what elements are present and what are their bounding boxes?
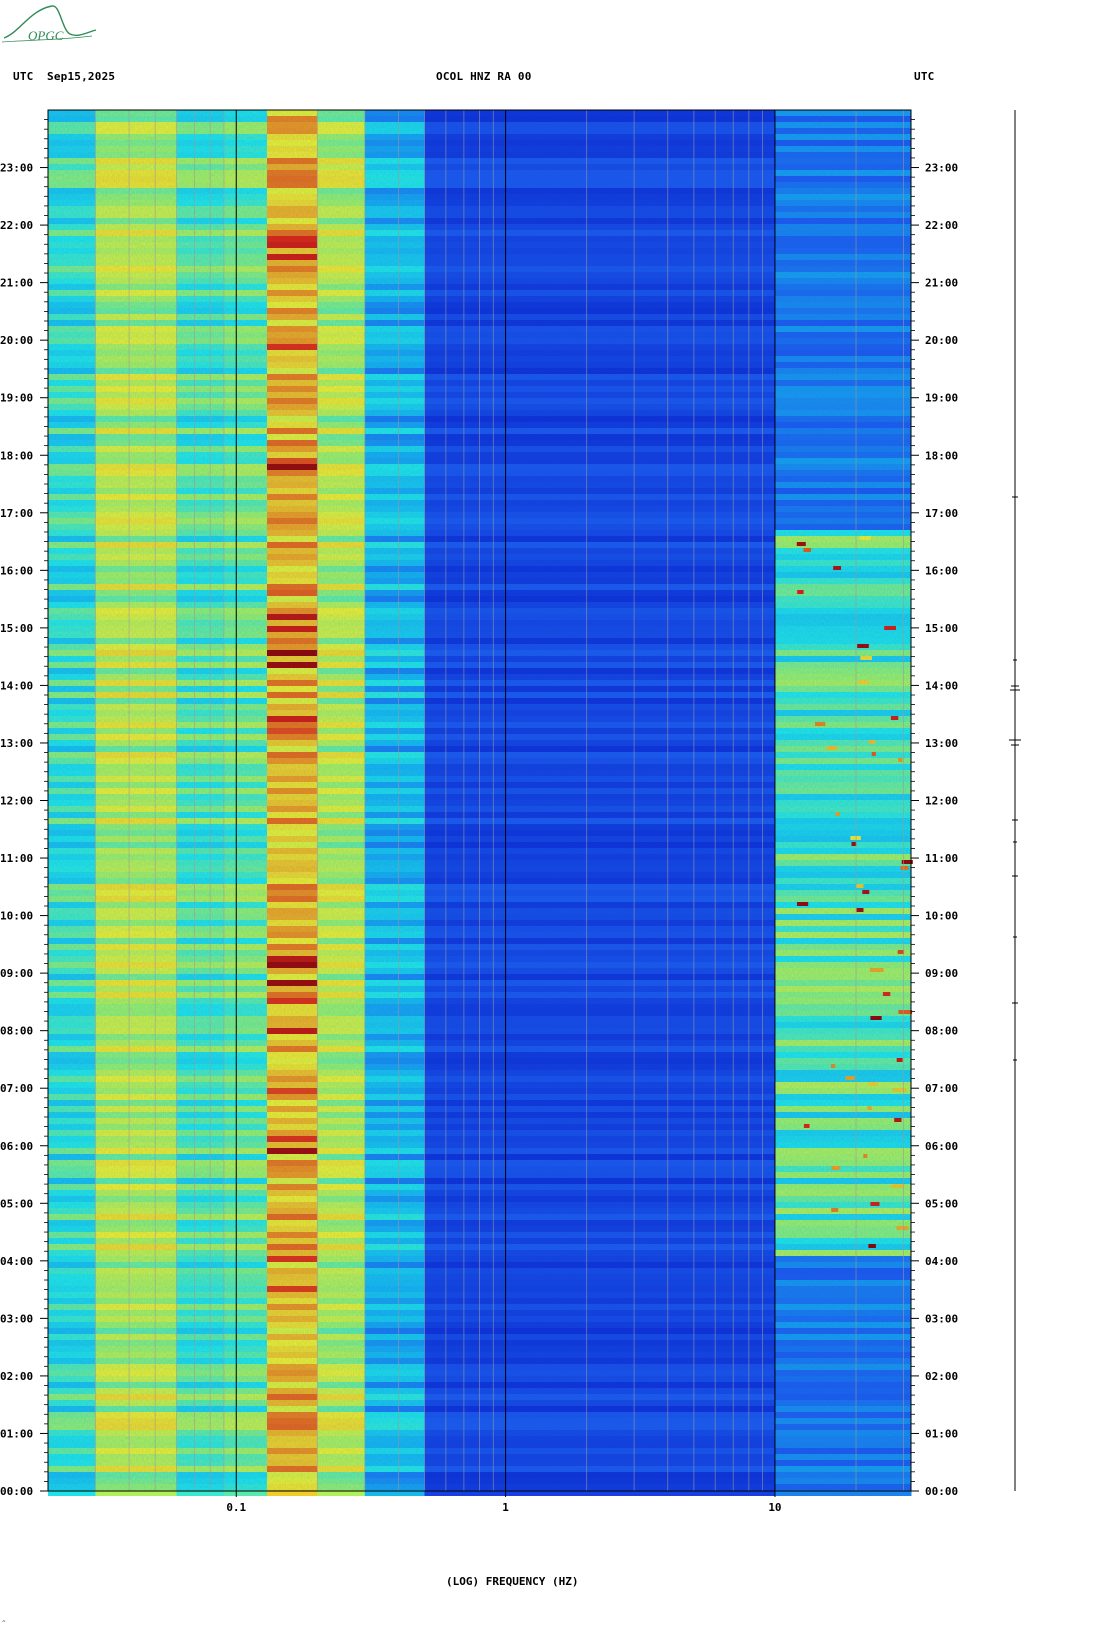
heatmap-cell: [317, 1490, 366, 1496]
y-tick-label-right: 10:00: [925, 910, 958, 923]
y-tick-label-left: 04:00: [0, 1255, 33, 1268]
y-tick-label-left: 13:00: [0, 737, 33, 750]
y-tick-label-left: 23:00: [0, 162, 33, 175]
corner-mark: ^: [2, 1620, 6, 1627]
heatmap-cell: [774, 1490, 912, 1496]
x-tick-label: 10: [768, 1501, 781, 1514]
tz-left-label: UTC: [13, 70, 34, 83]
y-tick-label-left: 12:00: [0, 795, 33, 808]
y-tick-label-left: 16:00: [0, 564, 33, 577]
y-tick-label-left: 00:00: [0, 1485, 33, 1498]
opgc-logo: OPGC: [1, 5, 97, 43]
logo-swoosh: [3, 5, 97, 39]
frequency-grid: [95, 110, 904, 1491]
y-tick-label-left: 19:00: [0, 392, 33, 405]
heatmap-cell: [267, 1490, 318, 1496]
y-tick-label-right: 02:00: [925, 1370, 958, 1383]
y-tick-label-left: 18:00: [0, 449, 33, 462]
y-tick-label-left: 22:00: [0, 219, 33, 232]
y-tick-label-right: 21:00: [925, 277, 958, 290]
y-tick-label-left: 10:00: [0, 910, 33, 923]
y-tick-label-right: 13:00: [925, 737, 958, 750]
y-tick-label-left: 17:00: [0, 507, 33, 520]
y-tick-label-right: 08:00: [925, 1025, 958, 1038]
x-tick-label: 0.1: [226, 1501, 246, 1514]
y-tick-label-left: 21:00: [0, 277, 33, 290]
y-tick-label-right: 04:00: [925, 1255, 958, 1268]
y-tick-label-left: 07:00: [0, 1082, 33, 1095]
y-tick-label-right: 00:00: [925, 1485, 958, 1498]
logo-underline: [1, 35, 93, 43]
y-tick-label-right: 07:00: [925, 1082, 958, 1095]
heatmap-cell: [364, 1490, 426, 1496]
y-tick-label-right: 12:00: [925, 795, 958, 808]
y-tick-label-right: 11:00: [925, 852, 958, 865]
y-tick-label-right: 09:00: [925, 967, 958, 980]
y-tick-label-right: 14:00: [925, 679, 958, 692]
y-tick-label-left: 20:00: [0, 334, 33, 347]
heatmap-cell: [48, 1490, 96, 1496]
y-tick-label-right: 20:00: [925, 334, 958, 347]
heatmap-cell: [223, 1490, 268, 1496]
heatmap-cell: [95, 1490, 177, 1496]
time-axis: 00:00 00:00 01:00 01:00 02:00 02:00 03:00 03:00…: [0, 119, 958, 1498]
y-tick-label-left: 15:00: [0, 622, 33, 635]
y-tick-label-right: 05:00: [925, 1197, 958, 1210]
y-tick-label-right: 22:00: [925, 219, 958, 232]
x-axis-title: (LOG) FREQUENCY (HZ): [446, 1575, 579, 1588]
y-tick-label-right: 18:00: [925, 449, 958, 462]
y-tick-label-left: 05:00: [0, 1197, 33, 1210]
y-tick-label-left: 14:00: [0, 679, 33, 692]
frequency-axis: 0.1 1 10: [226, 1491, 782, 1514]
y-tick-label-right: 23:00: [925, 162, 958, 175]
y-tick-label-left: 03:00: [0, 1312, 33, 1325]
y-tick-label-right: 19:00: [925, 392, 958, 405]
y-tick-label-right: 16:00: [925, 564, 958, 577]
logo-text: OPGC: [28, 28, 64, 43]
y-tick-label-left: 06:00: [0, 1140, 33, 1153]
date-label: Sep15,2025: [47, 70, 116, 83]
station-title: OCOL HNZ RA 00: [436, 70, 532, 83]
y-tick-label-right: 03:00: [925, 1312, 958, 1325]
y-tick-label-right: 15:00: [925, 622, 958, 635]
y-tick-label-left: 02:00: [0, 1370, 33, 1383]
x-tick-label: 1: [502, 1501, 509, 1514]
y-tick-label-left: 08:00: [0, 1025, 33, 1038]
y-tick-label-left: 01:00: [0, 1427, 33, 1440]
y-tick-label-right: 01:00: [925, 1427, 958, 1440]
side-trace: [1009, 110, 1021, 1491]
y-tick-label-right: 06:00: [925, 1140, 958, 1153]
heatmap-cell: [176, 1490, 225, 1496]
y-tick-label-left: 09:00: [0, 967, 33, 980]
tz-right-label: UTC: [914, 70, 935, 83]
y-tick-label-left: 11:00: [0, 852, 33, 865]
y-tick-label-right: 17:00: [925, 507, 958, 520]
heatmap-cell: [424, 1490, 776, 1496]
